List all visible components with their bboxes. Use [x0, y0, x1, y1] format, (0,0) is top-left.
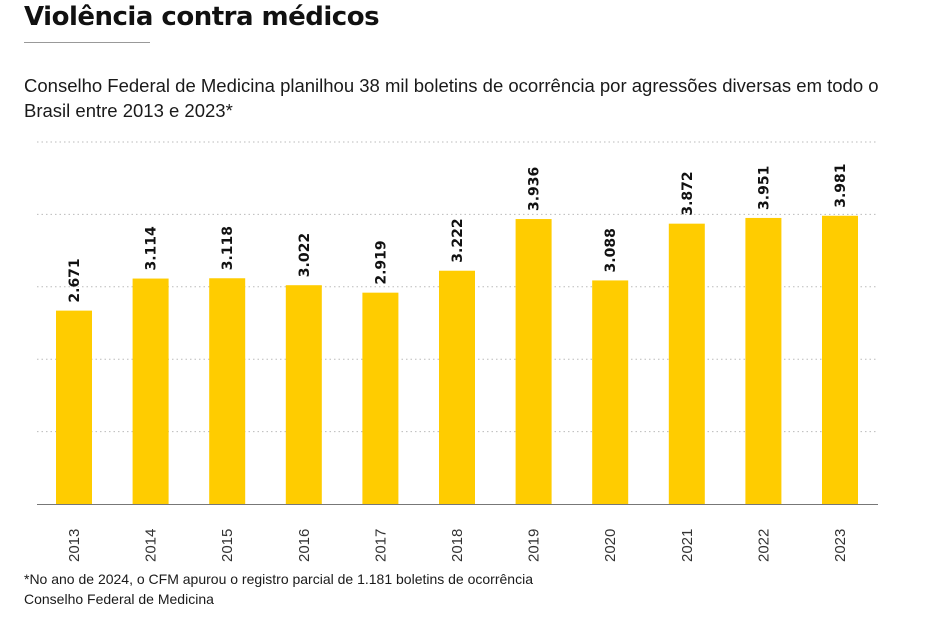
bar-2020 [592, 280, 629, 504]
bar-2016 [285, 285, 322, 504]
value-label-2013: 2.671 [67, 258, 83, 302]
x-tick-label-2014: 2014 [143, 529, 160, 562]
footnote: *No ano de 2024, o CFM apurou o registro… [24, 569, 533, 609]
value-label-2022: 3.951 [756, 166, 772, 210]
bar-2022 [745, 217, 782, 504]
value-label-2017: 2.919 [373, 240, 389, 284]
gridlines [37, 141, 878, 433]
value-labels: 2.671 3.114 3.118 3.022 2.919 3.222 3.936 3.088… [67, 163, 849, 302]
value-label-2023: 3.981 [833, 163, 849, 207]
bar-2014 [132, 278, 169, 504]
source-credit: Conselho Federal de Medicina [24, 591, 214, 607]
bar-2017 [362, 292, 399, 504]
bar-2019 [515, 219, 552, 504]
bar-2021 [668, 223, 705, 504]
bar-2013 [56, 310, 92, 504]
value-label-2021: 3.872 [680, 171, 696, 215]
value-label-2020: 3.088 [603, 228, 619, 272]
value-label-2019: 3.936 [527, 167, 543, 211]
footnote-note: *No ano de 2024, o CFM apurou o registro… [24, 571, 533, 587]
x-tick-label-2020: 2020 [602, 529, 619, 562]
x-tick-label-2022: 2022 [755, 529, 772, 562]
x-tick-label-2023: 2023 [832, 529, 849, 562]
bars [56, 215, 858, 504]
x-tick-label-2017: 2017 [372, 529, 389, 562]
x-tick-label-2016: 2016 [296, 529, 313, 562]
x-tick-label-2019: 2019 [526, 529, 543, 562]
value-label-2015: 3.118 [220, 226, 236, 270]
x-tick-label-2013: 2013 [66, 529, 83, 562]
x-axis-tick-labels: 2013 2014 2015 2016 2017 2018 2019 2020 2021 2022… [66, 529, 849, 562]
chart-subtitle: Conselho Federal de Medicina planilhou 3… [24, 75, 879, 121]
value-label-2018: 3.222 [450, 218, 466, 262]
bar-2018 [439, 270, 475, 504]
title-underline [24, 42, 150, 43]
bar-chart: 2.671 3.114 3.118 3.022 2.919 3.222 3.936 3.088… [37, 141, 878, 562]
chart-title: Violência contra médicos [24, 2, 380, 32]
value-label-2014: 3.114 [144, 226, 160, 271]
bar-2015 [209, 278, 246, 504]
value-label-2016: 3.022 [297, 233, 313, 277]
x-tick-label-2015: 2015 [219, 529, 236, 562]
x-tick-label-2018: 2018 [449, 529, 466, 562]
bar-2023 [822, 215, 858, 504]
x-tick-label-2021: 2021 [679, 529, 696, 562]
